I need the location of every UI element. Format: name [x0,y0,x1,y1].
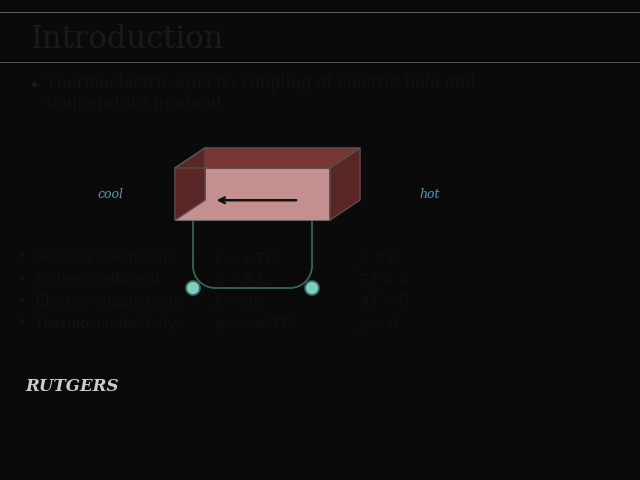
Text: •: • [18,251,27,265]
Text: Thermoconductivity:: Thermoconductivity: [35,317,181,331]
Text: Electric conductivity:: Electric conductivity: [35,295,186,309]
Text: •: • [18,316,27,332]
Text: e = s ∇T,: e = s ∇T, [215,251,276,265]
Text: q = β jₑ,: q = β jₑ, [215,273,271,287]
Text: jₑ = 0: jₑ = 0 [360,251,399,265]
Text: jₑ = σe,: jₑ = σe, [215,295,267,309]
Text: ∇T = 0: ∇T = 0 [360,273,408,287]
Text: Seebeck coefficient:: Seebeck coefficient: [35,251,178,265]
Circle shape [305,281,319,295]
Text: q = −κ ∇T,: q = −κ ∇T, [215,317,291,331]
Text: jₑ = 0: jₑ = 0 [360,317,399,331]
Bar [175,168,330,220]
Text: •: • [18,295,27,310]
Text: ∇T = 0: ∇T = 0 [360,295,408,309]
Text: temperature gradient: temperature gradient [46,95,223,112]
Polygon shape [175,148,360,168]
Circle shape [186,281,200,295]
Text: Peltier coefficient:: Peltier coefficient: [35,273,164,287]
Text: Introduction: Introduction [30,24,223,56]
Text: •: • [28,77,39,95]
Text: RUTGERS: RUTGERS [26,378,119,395]
Text: Thermoelectric effects: coupling of electric field and: Thermoelectric effects: coupling of elec… [46,75,476,92]
Polygon shape [175,148,205,220]
Text: cool: cool [97,188,123,201]
Text: hot: hot [420,188,440,201]
Text: •: • [18,273,27,288]
Polygon shape [330,148,360,220]
